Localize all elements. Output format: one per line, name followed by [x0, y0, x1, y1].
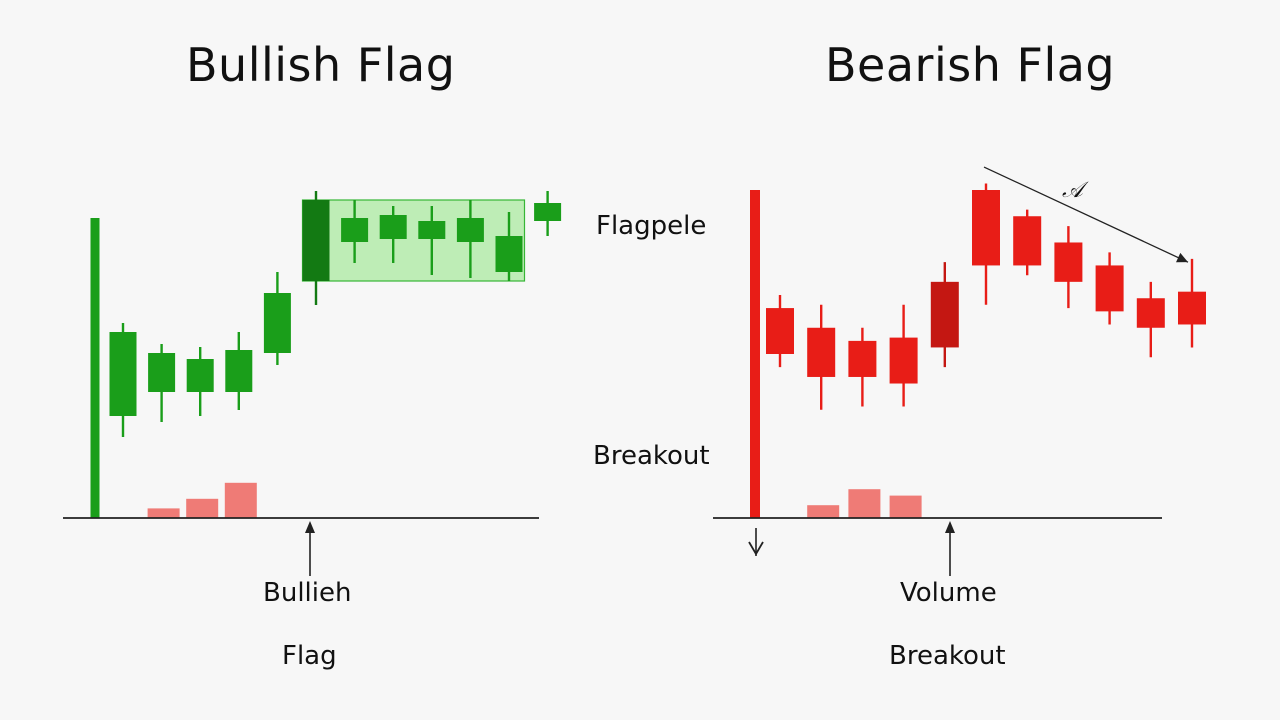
bullish-candle-body-4 [225, 350, 253, 392]
bullish-candle-body-1 [109, 332, 137, 416]
bullish-candle-body-2 [148, 353, 176, 392]
bullish-caption-line1: Bullieh [263, 578, 352, 608]
bearish-candle-body-2 [807, 327, 836, 377]
bullish-caption-line2: Flag [282, 641, 337, 671]
bearish-candle-body-11 [1178, 291, 1206, 325]
bullish-candle-body-7 [341, 218, 369, 242]
bearish-candle-body-7 [1013, 216, 1042, 266]
bearish-caption-line1: Volume [900, 578, 997, 608]
bearish-caption-line2: Breakout [889, 641, 1006, 671]
bullish-flag-title: Bullish Flag [186, 38, 456, 92]
bearish-candle-body-1 [766, 308, 794, 354]
bullish-volume-bar-2 [186, 498, 219, 518]
breakout-side-label: Breakout [593, 441, 710, 471]
bearish-candle-body-6 [972, 190, 1000, 266]
bearish-candle-body-9 [1095, 265, 1124, 312]
down-arrowhead [748, 541, 764, 556]
bullish-volume-bar-1 [147, 508, 180, 518]
bearish-candle-body-4 [889, 337, 918, 384]
bearish-breakout-arrowhead [945, 521, 955, 533]
flagpole-label: Flagpele [596, 211, 707, 241]
bullish-candle-body-3 [186, 359, 214, 392]
bullish-candle-body-5 [263, 293, 291, 353]
bullish-breakout-arrowhead [305, 521, 315, 533]
bearish-scribble: 𝒜 [1062, 178, 1083, 203]
bearish-flag-title: Bearish Flag [825, 38, 1116, 92]
bullish-candle-body-8 [379, 215, 407, 239]
bullish-flagpole [90, 218, 100, 518]
bullish-candle-body-10 [456, 218, 484, 242]
bearish-candle-body-5 [930, 281, 959, 348]
bearish-trend-line [983, 166, 1189, 263]
bearish-chart-group [713, 166, 1206, 576]
bearish-candle-body-10 [1136, 298, 1165, 328]
bullish-candle-body-6 [302, 200, 330, 281]
bullish-candle-body-9 [418, 221, 446, 239]
bullish-candle-body-11 [495, 236, 523, 272]
bearish-volume-bar-2 [848, 489, 881, 518]
bullish-flag-box [301, 199, 526, 282]
bullish-volume-bar-3 [224, 482, 257, 518]
bearish-volume-bar-3 [889, 495, 922, 518]
bullish-candle-body-12 [534, 203, 562, 221]
bearish-trend-arrowhead [1176, 252, 1188, 263]
bearish-candle-body-8 [1054, 242, 1083, 282]
bearish-down-arrow [748, 528, 764, 556]
bearish-candle-body-3 [848, 340, 877, 377]
bearish-volume-bar-1 [807, 505, 840, 518]
bullish-chart-group [63, 191, 562, 576]
bearish-flagpole [750, 190, 760, 518]
